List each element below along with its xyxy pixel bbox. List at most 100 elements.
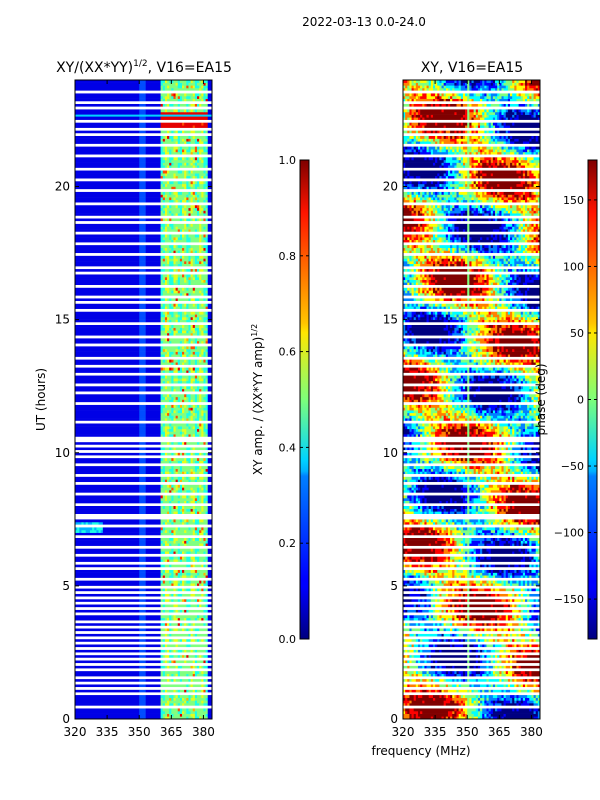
heatmap-cell bbox=[192, 506, 196, 509]
heatmap-cell bbox=[499, 572, 502, 576]
heatmap-cell bbox=[182, 370, 187, 374]
heatmap-cell bbox=[520, 697, 524, 701]
heatmap-cell bbox=[188, 519, 194, 523]
heatmap-cell bbox=[75, 223, 140, 227]
heatmap-cell bbox=[469, 623, 472, 627]
heatmap-cell bbox=[199, 141, 204, 145]
heatmap-cell bbox=[199, 537, 202, 541]
heatmap-cell bbox=[422, 695, 429, 698]
heatmap-cell bbox=[194, 537, 200, 541]
heatmap-cell bbox=[460, 521, 464, 525]
heatmap-cell bbox=[199, 87, 202, 91]
heatmap-cell bbox=[194, 109, 198, 113]
heatmap-cell bbox=[199, 498, 202, 501]
heatmap-cell bbox=[454, 628, 457, 632]
heatmap-cell bbox=[201, 695, 204, 698]
heatmap-cell bbox=[197, 194, 200, 198]
heatmap-cell bbox=[422, 521, 425, 525]
heatmap-cell bbox=[409, 644, 412, 648]
heatmap-cell bbox=[184, 324, 189, 328]
heatmap-cell bbox=[194, 314, 198, 318]
heatmap-cell bbox=[184, 511, 191, 515]
heatmap-cell bbox=[450, 519, 453, 523]
heatmap-cell bbox=[430, 529, 436, 533]
heatmap-cell bbox=[424, 508, 429, 512]
heatmap-cell bbox=[482, 711, 489, 714]
heatmap-cell bbox=[471, 521, 474, 525]
data-gap-row bbox=[75, 202, 212, 206]
heatmap-cell bbox=[518, 519, 522, 523]
x-tick-label: 320 bbox=[64, 725, 87, 739]
heatmap-cell bbox=[171, 404, 174, 408]
heatmap-cell bbox=[194, 495, 198, 499]
heatmap-cell bbox=[190, 367, 194, 371]
heatmap-cell bbox=[430, 564, 434, 568]
heatmap-cell bbox=[450, 559, 453, 563]
heatmap-cell bbox=[437, 599, 440, 603]
heatmap-cell bbox=[186, 572, 191, 576]
heatmap-cell bbox=[488, 711, 494, 714]
heatmap-cell bbox=[169, 569, 174, 573]
heatmap-cell bbox=[182, 468, 191, 472]
heatmap-cell bbox=[531, 559, 534, 563]
heatmap-cell bbox=[514, 684, 517, 688]
heatmap-cell bbox=[424, 673, 427, 677]
heatmap-cell bbox=[529, 671, 532, 675]
heatmap-cell bbox=[507, 540, 515, 544]
heatmap-cell bbox=[182, 599, 185, 603]
heatmap-cell bbox=[445, 617, 449, 621]
heatmap-cell bbox=[435, 588, 438, 592]
heatmap-cell bbox=[75, 226, 140, 230]
heatmap-cell bbox=[145, 135, 161, 139]
heatmap-cell bbox=[407, 684, 410, 688]
heatmap-cell bbox=[501, 615, 507, 619]
heatmap-cell bbox=[182, 609, 185, 613]
heatmap-cell bbox=[503, 697, 507, 701]
heatmap-cell bbox=[415, 609, 419, 613]
heatmap-cell bbox=[162, 319, 166, 323]
heatmap-cell bbox=[445, 532, 449, 536]
heatmap-cell bbox=[139, 109, 146, 113]
heatmap-cell bbox=[188, 316, 191, 320]
heatmap-cell bbox=[454, 532, 457, 536]
heatmap-cell bbox=[164, 282, 168, 286]
heatmap-cell bbox=[182, 245, 187, 249]
heatmap-cell bbox=[460, 695, 464, 698]
heatmap-cell bbox=[469, 508, 477, 512]
heatmap-cell bbox=[177, 471, 183, 475]
heatmap-cell bbox=[465, 703, 468, 706]
heatmap-cell bbox=[437, 519, 440, 523]
data-gap-row bbox=[75, 692, 212, 696]
heatmap-cell bbox=[199, 580, 202, 584]
heatmap-cell bbox=[186, 519, 189, 523]
heatmap-cell bbox=[75, 519, 140, 523]
heatmap-cell bbox=[420, 580, 423, 584]
heatmap-cell bbox=[505, 580, 509, 584]
heatmap-cell bbox=[531, 695, 534, 698]
heatmap-cell bbox=[460, 609, 464, 613]
heatmap-cell bbox=[447, 684, 453, 688]
heatmap-cell bbox=[164, 324, 170, 328]
heatmap-cell bbox=[169, 599, 172, 603]
heatmap-cell bbox=[469, 679, 477, 683]
heatmap-cell bbox=[527, 673, 530, 677]
heatmap-cell bbox=[426, 580, 429, 584]
heatmap-cell bbox=[199, 146, 204, 150]
heatmap-cell bbox=[475, 559, 481, 563]
heatmap-cell bbox=[203, 564, 206, 568]
heatmap-cell bbox=[420, 593, 427, 597]
heatmap-cell bbox=[190, 593, 196, 597]
heatmap-cell bbox=[186, 639, 191, 643]
heatmap-cell bbox=[456, 628, 459, 632]
heatmap-cell bbox=[179, 617, 185, 621]
heatmap-cell bbox=[447, 604, 451, 608]
heatmap-cell bbox=[413, 580, 417, 584]
heatmap-cell bbox=[145, 498, 161, 501]
heatmap-cell bbox=[173, 282, 179, 286]
heatmap-cell bbox=[182, 649, 185, 653]
heatmap-cell bbox=[197, 199, 200, 203]
heatmap-cell bbox=[525, 559, 532, 563]
heatmap-cell bbox=[424, 617, 427, 621]
heatmap-cell bbox=[203, 487, 206, 491]
heatmap-cell bbox=[197, 207, 200, 211]
